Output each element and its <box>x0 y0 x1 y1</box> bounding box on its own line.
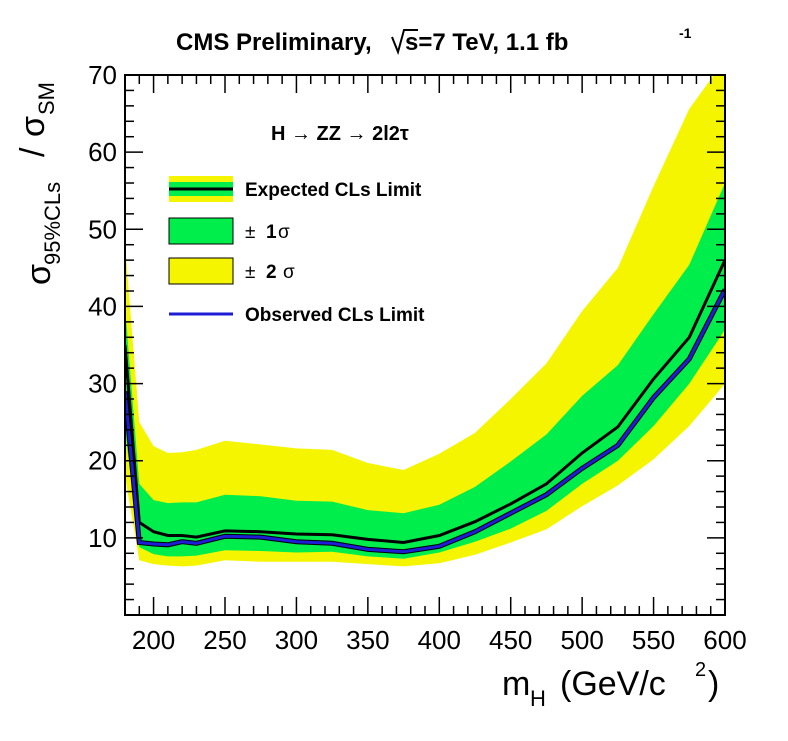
observed-limit-line <box>125 288 725 554</box>
legend-label-1sigma-sigma: σ <box>278 222 290 243</box>
x-axis-label-m: m <box>502 665 530 703</box>
expected-limit-line <box>125 259 725 545</box>
band-1sigma <box>125 183 725 559</box>
legend-label-2sigma-num: 2 <box>266 262 277 283</box>
legend-label-2sigma-pm: ± <box>245 262 255 283</box>
x-tick-label: 250 <box>203 625 246 655</box>
legend: Expected CLs Limit ± 1 σ ± 2 σ Observed … <box>168 176 425 326</box>
y-axis-label: σ 95%CLs / σ SM <box>14 82 65 285</box>
y-tick-label: 50 <box>88 214 117 244</box>
y-tick-label: 70 <box>88 60 117 90</box>
legend-label-observed: Observed CLs Limit <box>245 305 425 326</box>
legend-entry-1sigma: ± 1 σ <box>168 217 290 245</box>
x-axis-label-unit: (GeV/c <box>560 665 666 703</box>
x-tick-label: 500 <box>560 625 603 655</box>
legend-swatch-2sigma <box>168 257 234 285</box>
x-tick-label: 200 <box>132 625 175 655</box>
x-tick-label: 600 <box>703 625 746 655</box>
y-axis-label-sigma: σ <box>20 264 58 285</box>
y-tick-label: 10 <box>88 523 117 553</box>
x-axis-label: m H (GeV/c 2 ) <box>502 659 719 711</box>
y-axis-label-sub: 95%CLs <box>40 182 65 265</box>
x-tick-label: 400 <box>418 625 461 655</box>
chart-title-lumi-superscript: -1 <box>679 25 692 41</box>
y-tick-label: 20 <box>88 446 117 476</box>
legend-label-1sigma-num: 1 <box>266 222 277 243</box>
chart-title-energy: s=7 TeV, 1.1 fb <box>405 29 568 56</box>
legend-label-2sigma-sigma: σ <box>283 262 295 283</box>
legend-entry-expected: Expected CLs Limit <box>169 176 422 202</box>
legend-swatch-1sigma <box>168 217 234 245</box>
ticks-group: 200 250 300 350 400 450 500 550 600 10 20 30 40 50 60 7… <box>88 60 747 655</box>
legend-entry-2sigma: ± 2 σ <box>168 257 295 285</box>
y-tick-label: 60 <box>88 137 117 167</box>
x-axis-label-sub: H <box>530 686 546 711</box>
y-axis-label-sub2: SM <box>34 82 59 115</box>
process-annotation: H → ZZ → 2l2τ <box>271 123 409 145</box>
x-axis-label-unit-close: ) <box>708 665 719 703</box>
legend-entry-observed: Observed CLs Limit <box>169 305 425 326</box>
y-axis-label-slash: / <box>14 147 52 157</box>
y-axis-label-sigma2: σ <box>14 116 52 137</box>
legend-label-1sigma-pm: ± <box>245 222 255 243</box>
x-tick-label: 300 <box>275 625 318 655</box>
y-tick-label: 40 <box>88 291 117 321</box>
y-tick-label: 30 <box>88 369 117 399</box>
legend-label-expected: Expected CLs Limit <box>245 180 422 201</box>
x-tick-label: 550 <box>632 625 675 655</box>
x-axis-label-unit-sup: 2 <box>695 659 706 681</box>
sqrt-symbol <box>391 29 418 56</box>
lines-group <box>125 259 725 555</box>
chart-title: CMS Preliminary, <box>176 29 372 56</box>
x-tick-label: 350 <box>346 625 389 655</box>
bands-group <box>125 75 725 567</box>
x-tick-label: 450 <box>489 625 532 655</box>
